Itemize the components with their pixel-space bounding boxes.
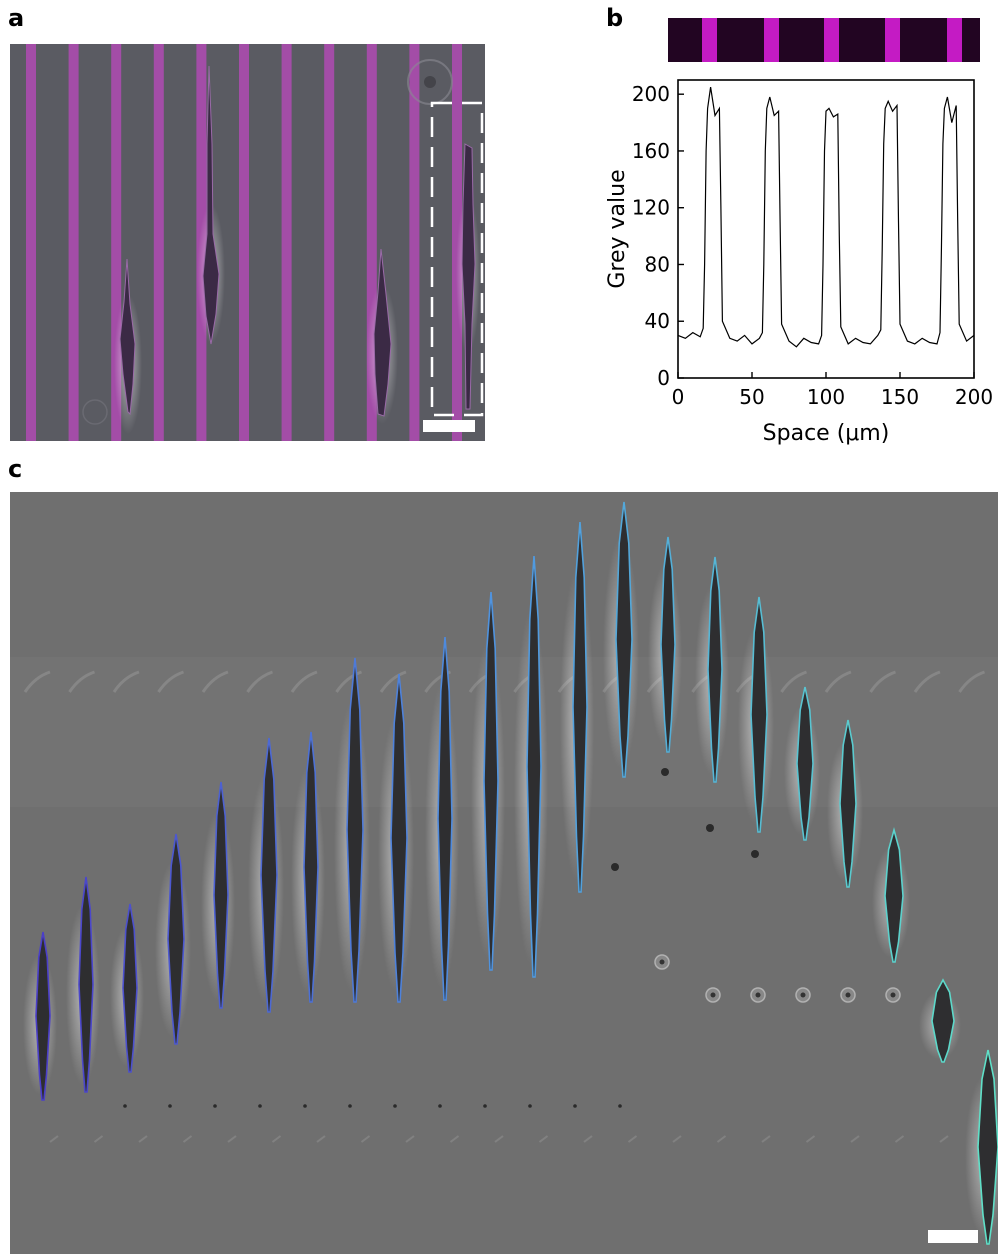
timelapse-cell — [23, 931, 57, 1101]
stripe — [366, 44, 377, 441]
y-tick-label: 40 — [645, 309, 670, 333]
timelapse-cell — [471, 591, 505, 971]
timelapse-cell — [784, 686, 820, 841]
debris-dot — [438, 1104, 442, 1108]
debris-dots — [123, 768, 901, 1108]
debris-dot — [348, 1104, 352, 1108]
timelapse-cell — [291, 731, 325, 1003]
timelapse-cell — [514, 555, 548, 978]
stripe — [111, 44, 122, 441]
cell-3 — [366, 248, 398, 424]
x-tick-label: 100 — [807, 385, 845, 409]
debris-dot-core — [800, 992, 806, 998]
debris-dot-core — [755, 992, 761, 998]
y-tick-label: 80 — [645, 252, 670, 276]
y-axis-label: Grey value — [605, 169, 630, 288]
cell-sequence — [23, 501, 998, 1245]
debris-dot — [618, 1104, 622, 1108]
timelapse-cell — [66, 876, 100, 1093]
panel-b-pattern-strip — [668, 18, 980, 62]
debris-dot — [393, 1104, 397, 1108]
pattern-band — [764, 18, 779, 62]
cell-4 — [456, 143, 480, 410]
stripe — [239, 44, 249, 441]
stripe — [281, 44, 292, 441]
panel-label-c: c — [8, 455, 23, 483]
debris-dot — [573, 1104, 577, 1108]
debris-dot — [528, 1104, 532, 1108]
pattern-band — [947, 18, 962, 62]
timelapse-cell — [201, 781, 235, 1009]
timelapse-cell — [378, 673, 414, 1003]
timelapse-cell — [738, 596, 774, 833]
timelapse-cell — [110, 903, 144, 1073]
timelapse-cell — [334, 657, 370, 1003]
panel-a-micrograph — [10, 44, 485, 441]
debris-dot — [661, 768, 669, 776]
scale-bar-a — [423, 420, 475, 432]
timelapse-cell — [155, 833, 191, 1045]
panel-label-a: a — [8, 4, 25, 32]
timelapse-cell — [965, 1049, 998, 1245]
pattern-band — [824, 18, 839, 62]
debris-dot — [303, 1104, 307, 1108]
debris-dot-core — [659, 959, 665, 965]
y-axis: 0 40 80 120 160 200 — [632, 82, 684, 390]
debris-dot — [751, 850, 759, 858]
debris-dot — [168, 1104, 172, 1108]
x-tick-label: 0 — [672, 385, 685, 409]
panel-label-b: b — [606, 4, 624, 32]
scale-bar-c — [928, 1230, 978, 1243]
panel-b-chart: 0 40 80 120 160 200 0 50 100 150 200 Space (μm) G… — [605, 79, 993, 446]
timelapse-cell — [827, 719, 863, 888]
x-tick-label: 50 — [739, 385, 764, 409]
timelapse-cell — [248, 737, 284, 1013]
panel-c-timelapse — [10, 492, 998, 1254]
stripe — [324, 44, 335, 441]
timelapse-cell — [603, 501, 639, 778]
timelapse-cell — [919, 978, 961, 1063]
debris-circle — [82, 59, 453, 425]
y-tick-label: 160 — [632, 139, 670, 163]
pattern-band — [702, 18, 717, 62]
timelapse-cell — [648, 536, 682, 753]
debris-dot — [213, 1104, 217, 1108]
debris-dot — [611, 863, 619, 871]
stripe — [153, 44, 164, 441]
grey-value-line — [677, 87, 975, 348]
stripe — [68, 44, 79, 441]
timelapse-cell — [425, 636, 459, 1001]
x-axis: 0 50 100 150 200 — [672, 372, 993, 409]
debris-dot-core — [890, 992, 896, 998]
cell-2 — [197, 65, 225, 345]
timelapse-cell — [872, 826, 910, 963]
x-tick-label: 200 — [955, 385, 993, 409]
y-tick-label: 120 — [632, 196, 670, 220]
y-tick-label: 200 — [632, 82, 670, 106]
timelapse-cell — [560, 521, 594, 893]
debris-dot-core — [845, 992, 851, 998]
pattern-band — [885, 18, 900, 62]
cell-1 — [114, 258, 142, 434]
y-tick-label: 0 — [657, 366, 670, 390]
timelapse-cell — [695, 556, 729, 783]
x-axis-label: Space (μm) — [763, 421, 890, 446]
stripe — [409, 44, 420, 441]
debris-dot-core — [710, 992, 716, 998]
x-tick-label: 150 — [881, 385, 919, 409]
debris-dot — [706, 824, 714, 832]
stripe — [26, 44, 36, 441]
debris-dot — [258, 1104, 262, 1108]
debris-dot — [123, 1104, 127, 1108]
debris-dot — [483, 1104, 487, 1108]
